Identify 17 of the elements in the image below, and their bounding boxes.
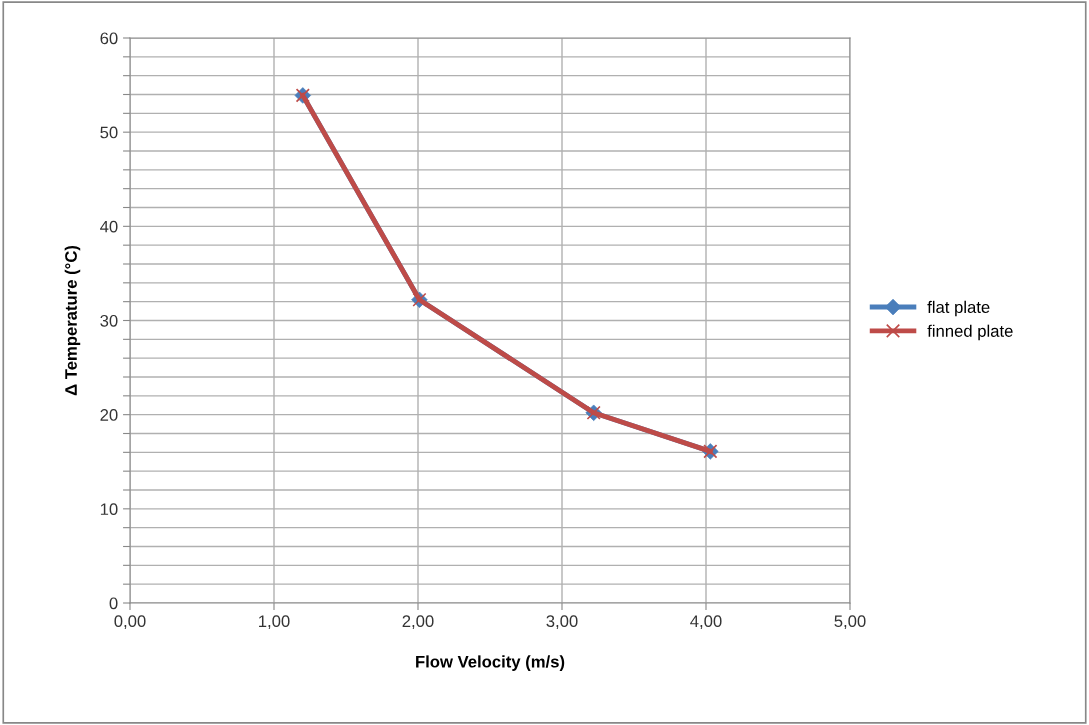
y-tick-label: 60 [100,32,118,45]
x-tick-label: 1,00 [259,615,290,630]
y-tick-label: 30 [100,314,118,327]
y-axis-title: Δ Temperature (°C) [64,245,81,396]
x-tick-label: 5,00 [834,615,866,630]
y-tick-label: 0 [109,597,118,610]
x-tick-label: 4,00 [690,615,722,630]
legend-label: flat plate [927,300,990,317]
x-tick-label: 3,00 [546,615,578,630]
x-axis-title: Flow Velocity (m/s) [416,655,565,671]
x-tick-label: 0,00 [114,615,146,630]
y-tick-label: 20 [100,409,118,421]
y-tick-label: 40 [100,220,118,233]
y-tick-label: 50 [100,126,118,139]
x-tick-label: 2,00 [402,615,434,630]
y-tick-label: 10 [100,503,118,516]
legend-label: finned plate [927,324,1013,341]
